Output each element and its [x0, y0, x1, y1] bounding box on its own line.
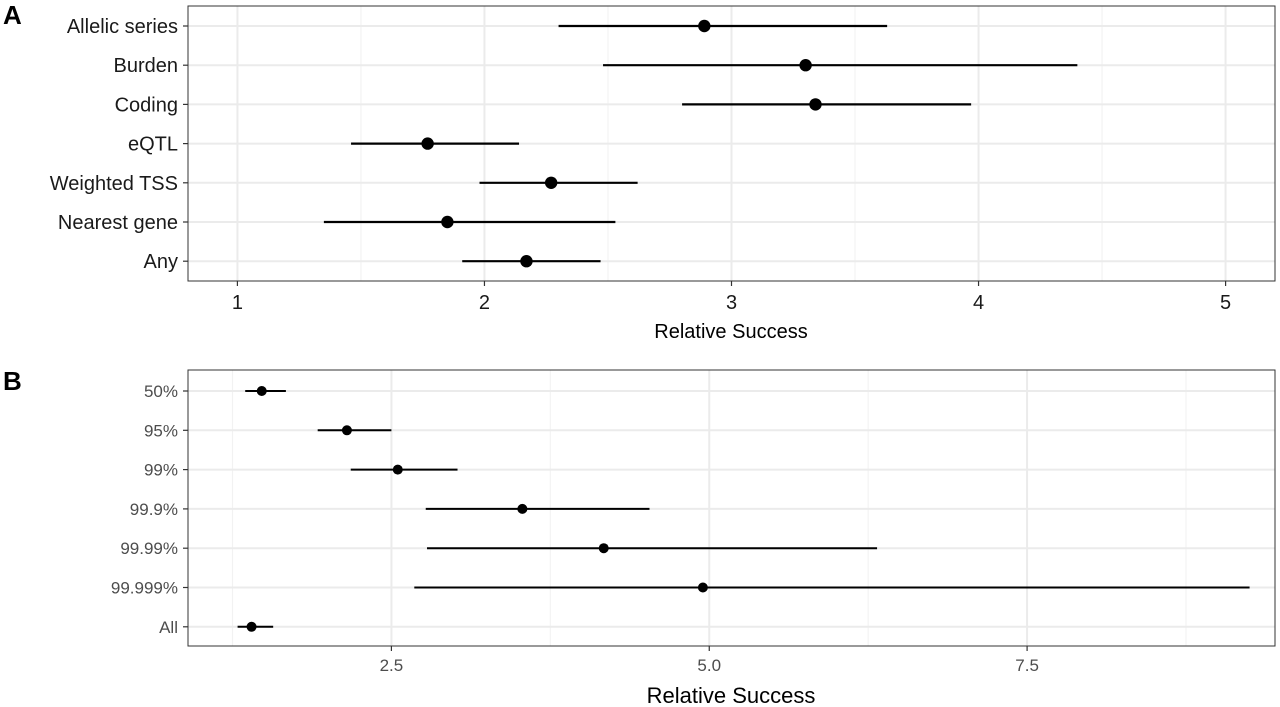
panel-b-point [598, 543, 609, 554]
panel-b-y-tick-label: 99.99% [120, 539, 178, 558]
panel-b-y-tick-label: 95% [144, 421, 178, 440]
panel-a-point [799, 58, 812, 72]
panel-a-y-tick-label: Allelic series [67, 16, 178, 38]
panel-a-y-axis: Allelic series Burden Coding eQTL Weighted T… [50, 16, 188, 273]
panel-b-marks [237, 386, 1250, 632]
panel-a-y-tick-label: Coding [115, 94, 178, 116]
panel-a-point [544, 176, 558, 189]
panel-b-y-tick-label: 99% [144, 461, 178, 480]
panel-b-y-tick-label: All [159, 618, 178, 637]
panel-a: A Allelic series Burden Coding eQTL Weighted… [3, 0, 1276, 343]
panel-b-x-axis: 2.5 5.0 7.5 [380, 646, 1039, 675]
panel-a-y-tick-label: Weighted TSS [50, 173, 178, 195]
panel-a-x-tick-label: 1 [232, 292, 243, 314]
panel-a-x-tick-label: 4 [973, 292, 984, 314]
panel-a-y-tick-label: eQTL [128, 134, 178, 156]
panel-letter-b: B [3, 366, 22, 396]
panel-a-point [520, 255, 533, 268]
panel-b-x-tick-label: 5.0 [697, 656, 721, 675]
panel-a-marks [323, 19, 1078, 268]
panel-letter-a: A [3, 0, 22, 30]
panel-b-y-tick-label: 99.9% [130, 500, 178, 519]
panel-b-y-axis: 50% 95% 99% 99.9% 99.99% 99.999% All [111, 382, 188, 637]
panel-b-x-tick-label: 2.5 [380, 656, 404, 675]
panel-a-point [809, 98, 822, 111]
panel-a-point [698, 19, 711, 33]
panel-b-point [392, 464, 403, 475]
panel-a-y-tick-label: Burden [114, 55, 179, 77]
panel-b: B 50% 95% 99% 99.9% 99.99% 99.999% All 2.5 5.0 7… [3, 366, 1276, 707]
panel-a-point [421, 137, 434, 150]
panel-b-point [341, 425, 352, 436]
panel-a-y-tick-label: Nearest gene [58, 212, 178, 234]
panel-b-point [517, 503, 528, 514]
panel-b-y-tick-label: 99.999% [111, 578, 178, 597]
panel-a-x-tick-label: 3 [726, 292, 737, 314]
panel-b-point [246, 621, 257, 632]
panel-a-x-tick-label: 5 [1220, 292, 1231, 314]
panel-a-x-tick-label: 2 [479, 292, 490, 314]
panel-b-point [256, 386, 267, 396]
panel-a-x-axis-title: Relative Success [654, 321, 807, 343]
panel-b-x-axis-title: Relative Success [647, 683, 816, 707]
panel-a-x-axis: 1 2 3 4 5 [232, 281, 1231, 314]
panel-b-x-tick-label: 7.5 [1015, 656, 1039, 675]
panel-b-point [697, 582, 708, 593]
panel-b-border [187, 369, 1276, 647]
panel-a-y-tick-label: Any [144, 251, 178, 273]
panel-a-point [441, 215, 454, 229]
panel-b-y-tick-label: 50% [144, 382, 178, 401]
